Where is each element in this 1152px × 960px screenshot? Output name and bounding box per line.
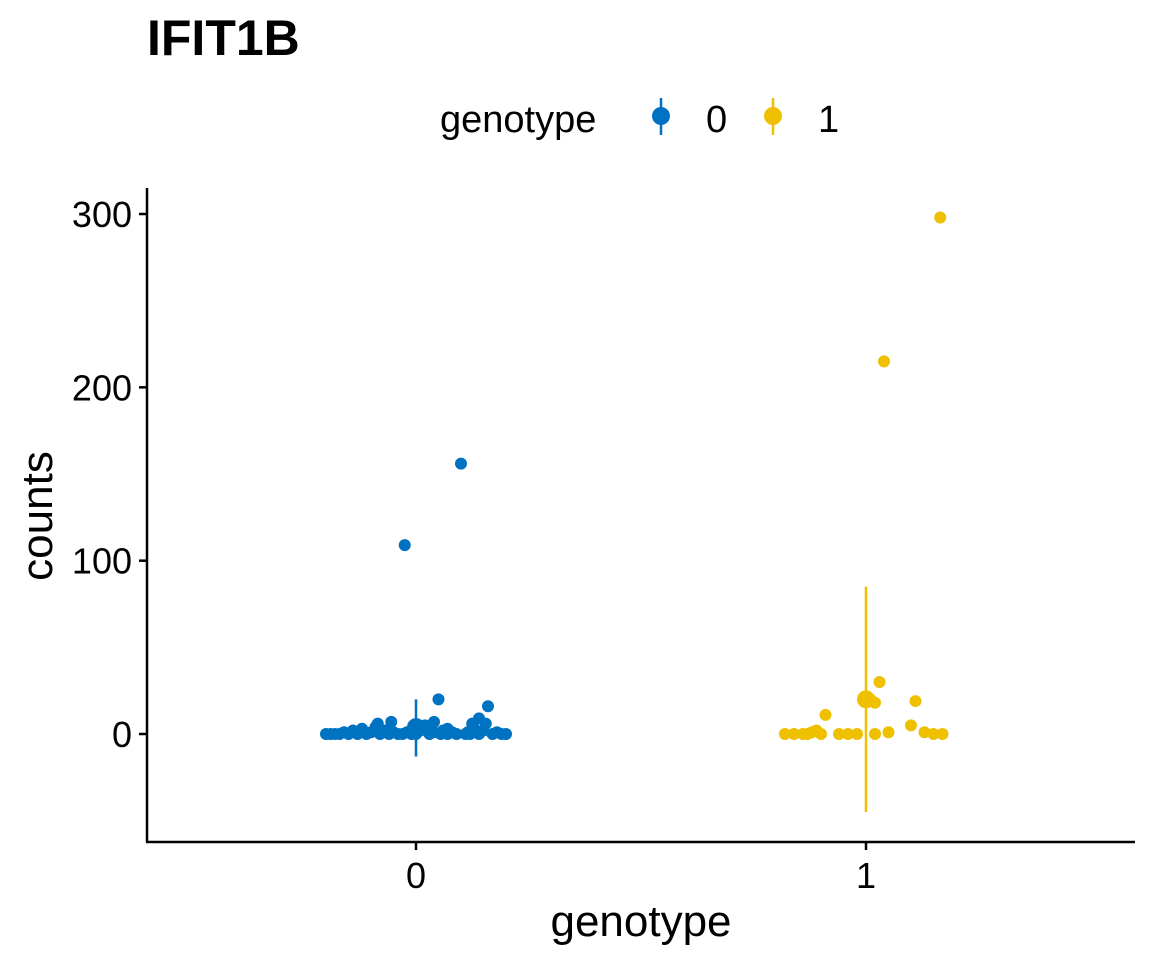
series-1 <box>779 211 949 812</box>
data-point <box>455 457 467 470</box>
y-tick-label-0: 0 <box>112 714 132 755</box>
data-point <box>815 728 827 740</box>
data-point <box>936 728 949 740</box>
data-point <box>878 355 890 368</box>
x-tick-label-0: 0 <box>406 855 426 896</box>
y-tick-label-200: 200 <box>72 367 132 408</box>
data-point <box>385 715 398 728</box>
y-tick-label-300: 300 <box>72 194 132 235</box>
data-point <box>918 726 931 739</box>
data-point <box>909 695 922 708</box>
legend: genotype 0 1 <box>440 98 839 141</box>
legend-key-0-dot <box>652 107 670 125</box>
legend-label-1: 1 <box>818 99 839 141</box>
data-point <box>779 728 791 740</box>
data-point <box>819 708 832 721</box>
mean-point-0 <box>407 718 425 737</box>
data-point <box>842 728 854 740</box>
x-tick-label-1: 1 <box>856 855 876 896</box>
data-point <box>500 728 512 740</box>
x-axis-title: genotype <box>550 897 731 946</box>
legend-key-0 <box>652 98 670 135</box>
data-point <box>851 728 863 740</box>
data-point <box>873 676 886 689</box>
data-point <box>882 726 895 739</box>
y-axis-ticks: 0 100 200 300 <box>72 194 147 755</box>
data-point <box>450 728 463 740</box>
legend-key-1-dot <box>764 107 782 125</box>
y-tick-label-100: 100 <box>72 541 132 582</box>
data-point <box>466 717 479 730</box>
data-point <box>398 539 411 552</box>
legend-title: genotype <box>440 99 596 141</box>
chart-title: IFIT1B <box>147 10 300 66</box>
data-point <box>905 719 917 732</box>
legend-key-1 <box>764 98 782 135</box>
data-point <box>432 693 445 706</box>
y-axis-title: counts <box>13 451 62 581</box>
data-point <box>428 715 440 728</box>
data-point <box>482 700 494 713</box>
data-point <box>869 728 881 740</box>
mean-point-1 <box>857 690 875 709</box>
series-0 <box>320 457 512 757</box>
data-point <box>441 722 454 735</box>
data-point <box>934 211 947 224</box>
plot-area <box>320 211 949 812</box>
legend-label-0: 0 <box>706 99 727 141</box>
data-point <box>788 728 800 740</box>
data-point <box>927 728 940 740</box>
data-point <box>833 728 845 740</box>
